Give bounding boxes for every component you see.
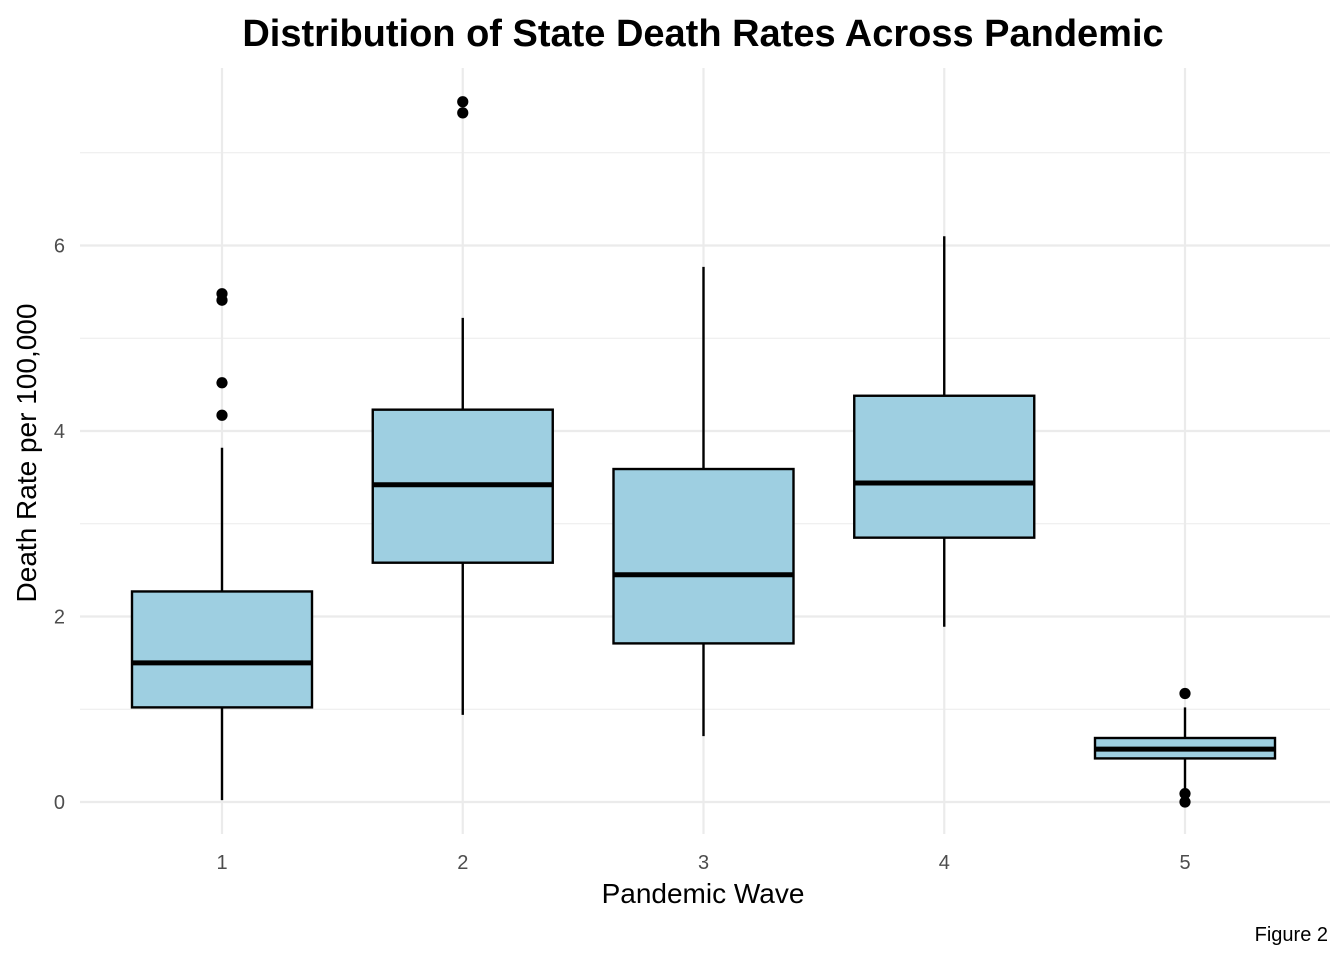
box-group-wave-1: [130, 288, 314, 801]
iqr-box: [130, 590, 314, 709]
y-tick-label: 4: [54, 421, 65, 443]
chart-title: Distribution of State Death Rates Across…: [242, 13, 1163, 55]
box-group-wave-3: [612, 266, 795, 737]
y-axis-label: Death Rate per 100,000: [11, 304, 42, 603]
box-plot-marks: [130, 96, 1277, 808]
outlier-point: [216, 409, 228, 421]
outlier-point: [1179, 788, 1191, 800]
x-tick-label: 4: [939, 852, 950, 874]
iqr-box: [612, 467, 795, 645]
y-tick-label: 6: [54, 236, 65, 258]
y-tick-label: 2: [54, 607, 65, 629]
x-tick-label: 1: [216, 852, 227, 874]
box-group-wave-2: [371, 96, 554, 715]
axis-ticks: 0 2 4 6 1 2 3 4 5: [54, 236, 1191, 875]
x-axis-label: Pandemic Wave: [602, 878, 805, 909]
box-group-wave-4: [853, 236, 1036, 627]
outlier-point: [1179, 687, 1191, 700]
x-tick-label: 5: [1179, 852, 1190, 874]
outlier-point: [216, 288, 228, 300]
outlier-point: [457, 107, 469, 119]
box-group-wave-5: [1093, 687, 1277, 808]
iqr-box: [853, 394, 1036, 539]
figure-caption: Figure 2: [1255, 924, 1328, 946]
outlier-point: [1179, 796, 1191, 808]
outlier-point: [216, 377, 228, 389]
x-tick-label: 2: [457, 852, 468, 874]
x-tick-label: 3: [698, 852, 709, 874]
y-tick-label: 0: [54, 792, 65, 814]
outlier-point: [457, 96, 469, 108]
grid-lines: [80, 68, 1330, 834]
